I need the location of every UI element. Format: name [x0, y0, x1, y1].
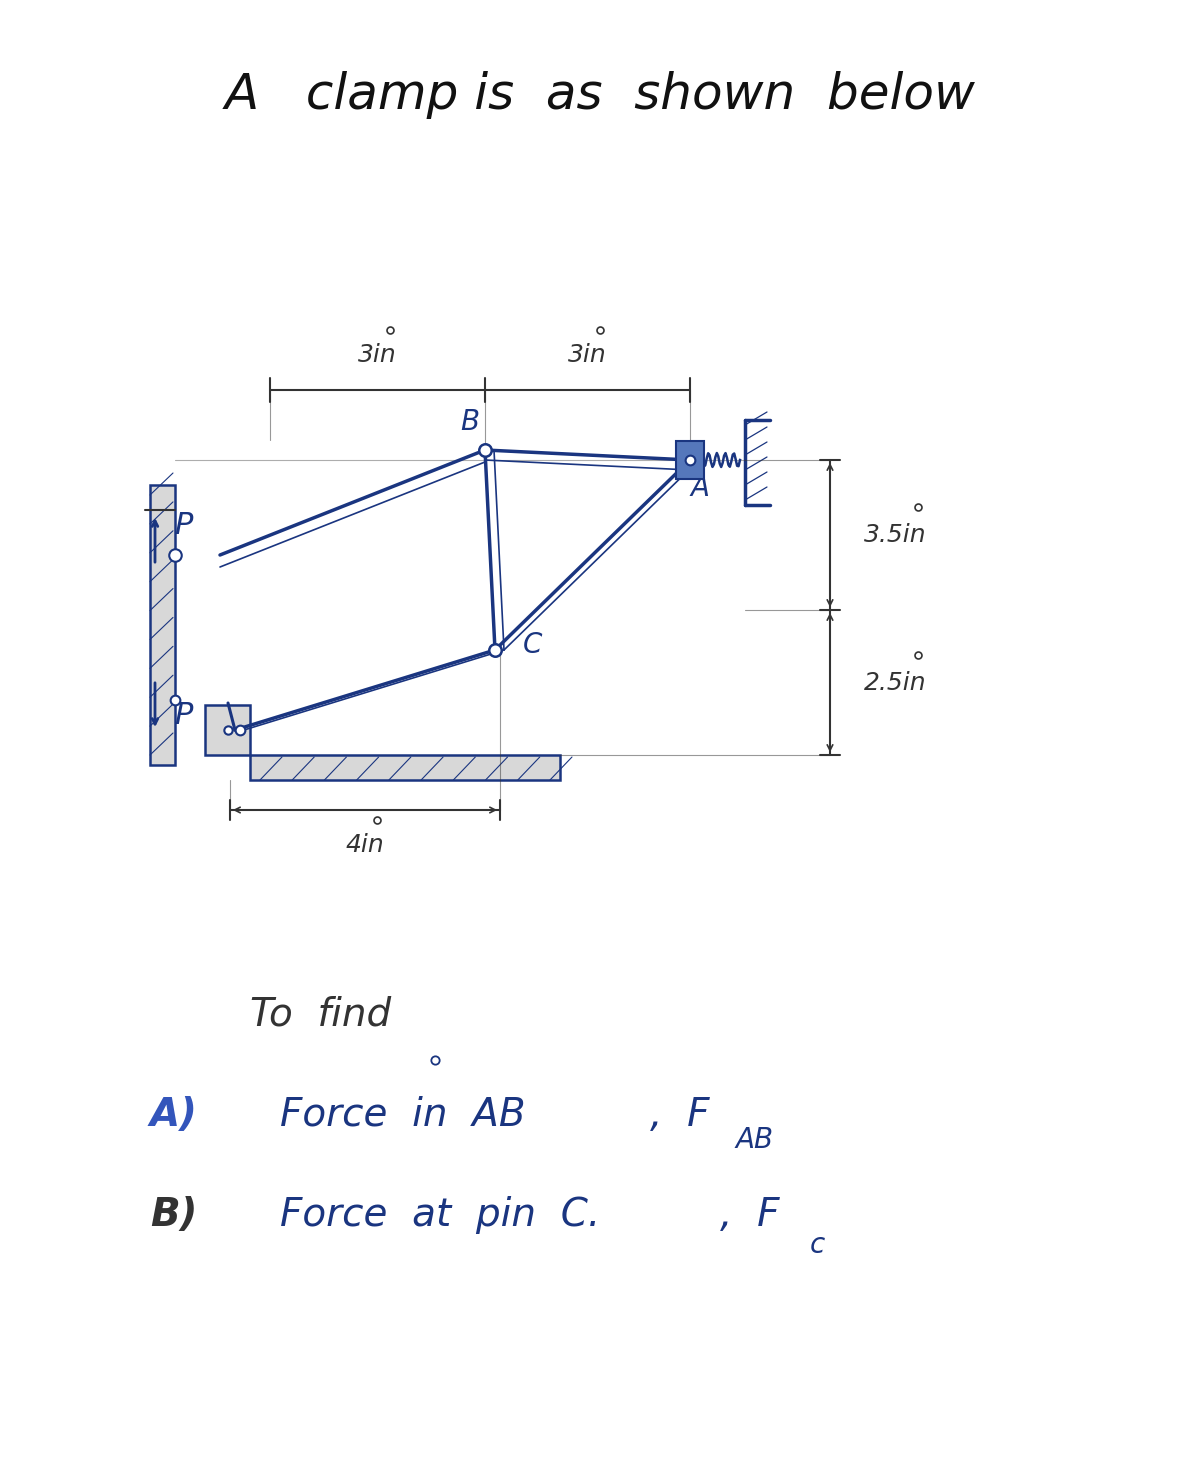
Bar: [676, 441, 704, 479]
Text: 2.5in: 2.5in: [864, 671, 926, 694]
Text: 3in: 3in: [568, 343, 607, 368]
Text: 3in: 3in: [358, 343, 397, 368]
Text: c: c: [810, 1231, 826, 1258]
Text: 3.5in: 3.5in: [864, 523, 926, 546]
Text: C: C: [523, 631, 542, 659]
Text: ,  F: , F: [720, 1195, 780, 1234]
Bar: [205, 705, 250, 754]
Text: P: P: [174, 510, 192, 539]
Text: To  find: To find: [250, 996, 391, 1034]
Text: B: B: [461, 407, 480, 437]
Text: P: P: [174, 700, 192, 730]
Text: B): B): [150, 1195, 197, 1234]
Text: ,  F: , F: [650, 1096, 709, 1134]
Text: Force  at  pin  C.: Force at pin C.: [280, 1195, 600, 1234]
Text: A   clamp is  as  shown  below: A clamp is as shown below: [224, 70, 976, 119]
Text: A: A: [690, 475, 709, 502]
Text: Force  in  AB: Force in AB: [280, 1096, 526, 1134]
Bar: [150, 485, 175, 765]
Text: AB: AB: [734, 1127, 773, 1154]
Text: A): A): [150, 1096, 198, 1134]
Bar: [250, 754, 560, 779]
Text: 4in: 4in: [346, 834, 384, 857]
